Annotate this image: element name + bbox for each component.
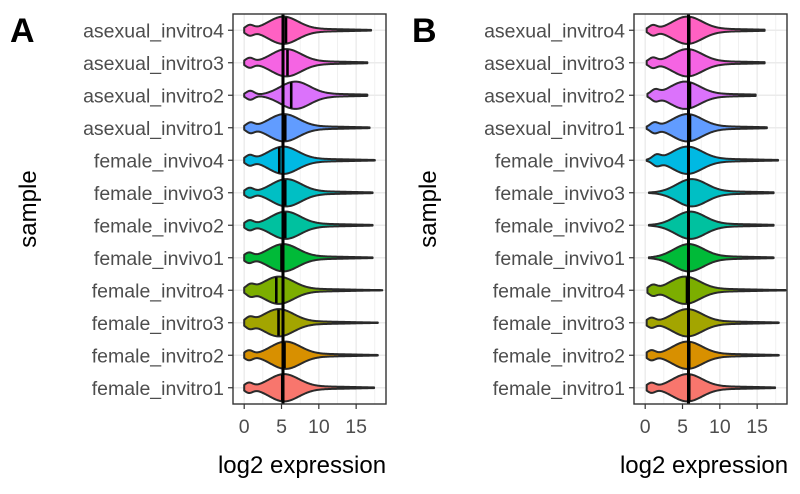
ytick-label: female_invitro3	[493, 313, 625, 335]
ytick-label: female_invivo4	[94, 150, 224, 172]
ytick-label: female_invivo2	[94, 215, 224, 237]
violin-female_invivo2	[647, 210, 775, 240]
ytick-label: female_invivo1	[495, 248, 625, 270]
ytick-label: female_invitro2	[92, 345, 224, 367]
xtick-label: 5	[677, 416, 688, 438]
xtick-label: 0	[239, 416, 250, 438]
violin-female_invivo3	[647, 178, 775, 208]
xtick-label: 5	[276, 416, 287, 438]
violin-female_invitro4	[243, 275, 384, 305]
ytick-label: female_invitro1	[493, 378, 625, 400]
xtick-label: 0	[640, 416, 651, 438]
violin-asexual_invitro1	[645, 113, 768, 143]
violin-asexual_invitro3	[645, 48, 766, 78]
xtick-label: 10	[709, 416, 731, 438]
violin-female_invitro4	[646, 275, 787, 305]
panel-letter: A	[10, 12, 35, 50]
violin-female_invivo1	[647, 243, 775, 273]
xtick-label: 15	[746, 416, 768, 438]
ytick-label: female_invitro3	[92, 313, 224, 335]
ytick-label: female_invivo3	[495, 183, 625, 205]
ytick-label: asexual_invitro2	[484, 85, 625, 107]
violin-female_invitro2	[243, 340, 379, 370]
plot-border	[232, 13, 387, 405]
violin-asexual_invitro4	[243, 15, 373, 45]
xtick-label: 10	[308, 416, 330, 438]
y-axis-title: sample	[415, 170, 442, 247]
violin-asexual_invitro4	[645, 15, 766, 45]
ytick-label: asexual_invitro2	[83, 85, 224, 107]
xtick-label: 15	[345, 416, 367, 438]
ytick-label: female_invivo3	[94, 183, 224, 205]
violin-female_invivo1	[243, 243, 374, 273]
violin-asexual_invitro1	[243, 113, 371, 143]
ytick-label: asexual_invitro1	[484, 118, 625, 140]
violin-asexual_invitro3	[243, 48, 369, 78]
panel-letter: B	[412, 12, 437, 50]
violin-female_invitro3	[645, 308, 780, 338]
plot-background	[233, 14, 386, 404]
ytick-label: female_invitro4	[92, 280, 224, 302]
ytick-label: female_invitro4	[493, 280, 625, 302]
violin-female_invivo4	[243, 145, 376, 175]
ytick-label: female_invivo1	[94, 248, 224, 270]
x-axis-title: log2 expression	[620, 452, 788, 479]
x-axis-title: log2 expression	[218, 452, 386, 479]
violin-asexual_invitro2	[243, 80, 369, 110]
ytick-label: asexual_invitro1	[83, 118, 224, 140]
y-axis-title: sample	[15, 170, 42, 247]
ytick-label: asexual_invitro3	[83, 53, 224, 75]
ytick-label: female_invivo2	[495, 215, 625, 237]
ytick-label: female_invitro2	[493, 345, 625, 367]
violin-female_invivo2	[243, 210, 374, 240]
violin-female_invitro1	[243, 373, 376, 403]
plot-background	[634, 14, 787, 404]
ytick-label: female_invitro1	[92, 378, 224, 400]
ytick-label: asexual_invitro3	[484, 53, 625, 75]
ytick-label: asexual_invitro4	[83, 20, 224, 42]
ytick-label: asexual_invitro4	[484, 20, 625, 42]
plot-border	[633, 13, 788, 405]
violin-female_invivo4	[645, 145, 780, 175]
violin-female_invitro2	[645, 340, 780, 370]
violin-asexual_invitro2	[646, 80, 757, 110]
violin-female_invivo3	[243, 178, 374, 208]
ytick-label: female_invivo4	[495, 150, 625, 172]
